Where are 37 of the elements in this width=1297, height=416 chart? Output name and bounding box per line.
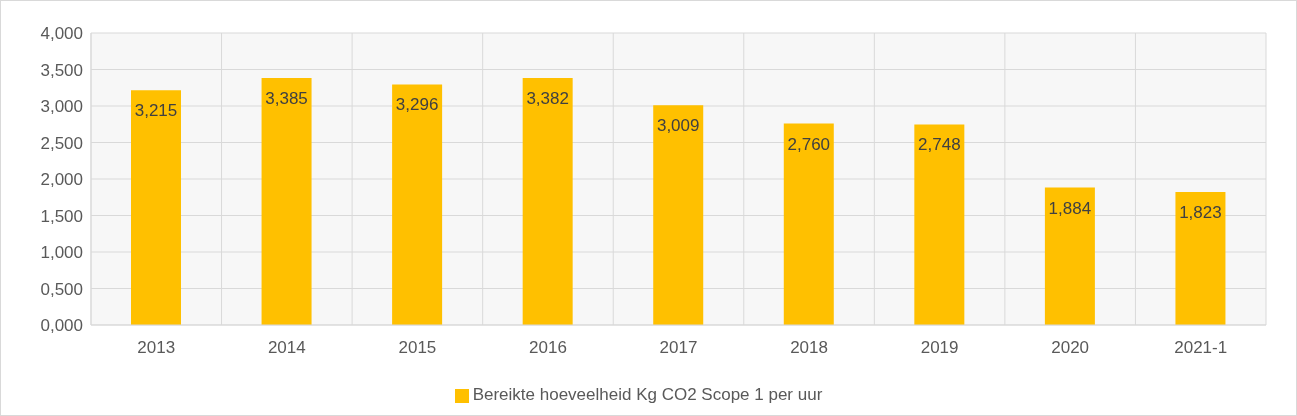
- data-label: 3,215: [134, 101, 178, 121]
- data-label: 3,009: [656, 116, 700, 136]
- data-label: 3,385: [265, 88, 308, 108]
- y-tick-label: 2,000: [40, 170, 83, 190]
- data-label: 2,748: [918, 135, 961, 155]
- y-tick-label: 2,500: [40, 133, 83, 153]
- x-tick-label: 2017: [659, 338, 698, 358]
- bar: [1175, 191, 1226, 325]
- x-tick-label: 2021-1: [1174, 338, 1228, 358]
- y-tick-label: 3,000: [40, 97, 83, 117]
- data-label: 1,884: [1048, 198, 1092, 218]
- bar: [914, 124, 965, 325]
- y-tick-label: 0,000: [40, 316, 83, 336]
- data-label: 2,760: [787, 134, 831, 154]
- y-tick-label: 1,500: [40, 206, 83, 226]
- x-tick-label: 2018: [790, 338, 828, 358]
- x-tick-label: 2014: [267, 338, 306, 358]
- x-tick-label: 2016: [529, 338, 567, 358]
- x-tick-label: 2019: [920, 338, 959, 358]
- bar: [1044, 187, 1095, 325]
- y-tick-label: 1,000: [40, 243, 83, 263]
- bar: [783, 123, 834, 325]
- bar: [131, 90, 181, 325]
- y-tick-label: 4,000: [40, 24, 83, 44]
- bar: [261, 77, 312, 325]
- x-tick-label: 2015: [398, 338, 437, 358]
- y-tick-label: 0,500: [40, 279, 83, 299]
- x-tick-label: 2013: [137, 338, 176, 358]
- y-tick-label: 3,500: [40, 60, 83, 80]
- bar: [392, 84, 443, 325]
- bar: [653, 105, 704, 325]
- data-label: 3,382: [526, 89, 569, 109]
- bar: [522, 78, 573, 325]
- legend-label: Bereikte hoeveelheid Kg CO2 Scope 1 per uur: [472, 385, 823, 404]
- x-tick-label: 2020: [1051, 338, 1090, 358]
- data-label: 3,296: [395, 95, 439, 115]
- data-label: 1,823: [1179, 202, 1222, 222]
